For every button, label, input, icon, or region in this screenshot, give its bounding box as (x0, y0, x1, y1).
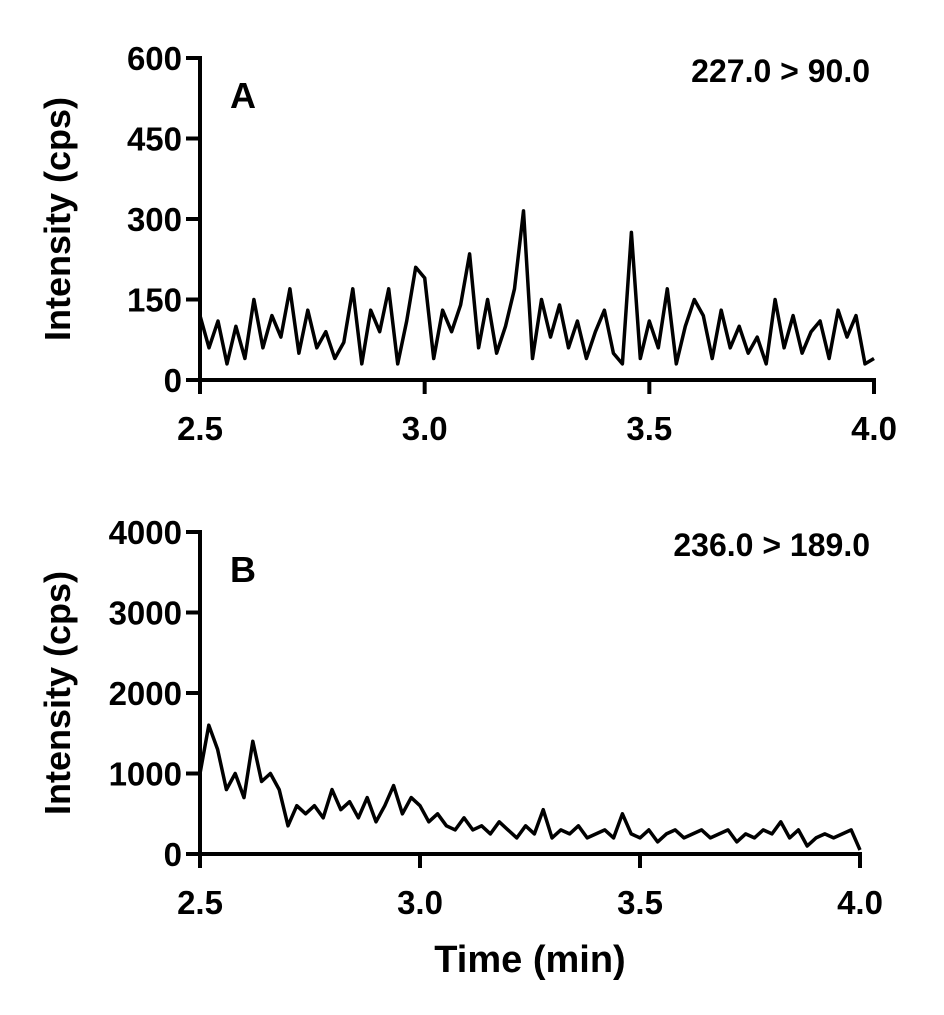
x-tick-label: 3.5 (626, 410, 672, 447)
x-axis-label: Time (min) (434, 939, 625, 981)
x-tick-label: 3.5 (617, 884, 663, 921)
y-axis-label: Intensity (cps) (37, 97, 78, 341)
y-tick-label: 150 (127, 282, 182, 319)
y-tick-label: 2000 (109, 675, 182, 712)
y-tick-label: 450 (127, 121, 182, 158)
annotation: 227.0 > 90.0 (691, 53, 870, 89)
y-tick-label: 4000 (109, 514, 182, 551)
x-tick-label: 3.0 (397, 884, 443, 921)
x-tick-label: 3.0 (402, 410, 448, 447)
x-tick-label: 4.0 (851, 410, 897, 447)
x-tick-label: 2.5 (177, 884, 223, 921)
annotation: 236.0 > 189.0 (673, 527, 870, 563)
data-line (198, 209, 875, 366)
data-line (198, 723, 862, 851)
panel-label: A (230, 75, 256, 116)
y-tick-label: 1000 (109, 756, 182, 793)
panel-label: B (230, 549, 256, 590)
y-tick-label: 0 (164, 362, 182, 399)
y-tick-label: 600 (127, 40, 182, 77)
y-tick-label: 300 (127, 201, 182, 238)
y-tick-label: 0 (164, 836, 182, 873)
x-tick-label: 2.5 (177, 410, 223, 447)
y-axis-label: Intensity (cps) (37, 571, 78, 815)
y-tick-label: 3000 (109, 595, 182, 632)
x-tick-label: 4.0 (837, 884, 883, 921)
